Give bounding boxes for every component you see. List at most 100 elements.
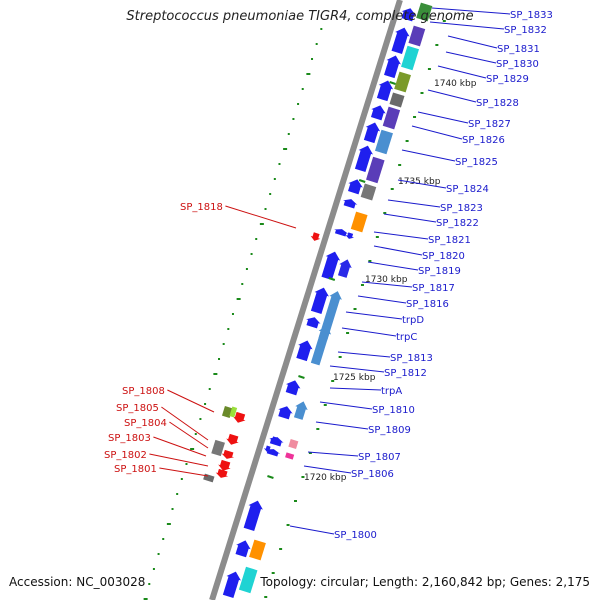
forward-gene-arrow bbox=[243, 500, 263, 531]
forward-gene-arrow bbox=[363, 122, 381, 144]
category-block bbox=[211, 439, 225, 457]
scale-tick bbox=[267, 475, 274, 479]
gc-skew-dot bbox=[204, 403, 207, 405]
category-block bbox=[374, 129, 393, 155]
gc-content-dot bbox=[264, 596, 268, 598]
forward-gene-label: SP_1829 bbox=[486, 74, 529, 85]
gc-skew-dot bbox=[315, 43, 318, 45]
scale-tick-label: 1730 kbp bbox=[365, 275, 408, 285]
forward-gene-label: SP_1833 bbox=[510, 10, 553, 21]
reverse-gene-label: SP_1801 bbox=[114, 464, 157, 475]
gene-label-connector bbox=[357, 295, 407, 304]
reverse-gene-label: SP_1803 bbox=[108, 433, 151, 444]
gc-skew-dot bbox=[297, 103, 300, 105]
reverse-gene-label: SP_1802 bbox=[104, 450, 147, 461]
gc-content-dot bbox=[360, 284, 364, 286]
map-title: Streptococcus pneumoniae TIGR4, complete… bbox=[126, 9, 474, 24]
pink-feature bbox=[285, 452, 295, 460]
gc-content-dot bbox=[323, 404, 327, 406]
forward-gene-arrow bbox=[401, 8, 417, 22]
gene-label-connector bbox=[427, 89, 477, 103]
gc-skew-dot bbox=[231, 313, 234, 315]
pink-feature bbox=[288, 438, 299, 450]
gene-label-connector bbox=[345, 311, 403, 320]
gene-label-connector bbox=[397, 179, 447, 189]
gene-label-connector bbox=[411, 125, 463, 140]
gene-label-connector bbox=[329, 387, 382, 391]
gc-content-dot bbox=[420, 92, 424, 94]
forward-gene-arrow-track2 bbox=[293, 401, 308, 420]
forward-gene-label: SP_1809 bbox=[368, 425, 411, 436]
scale-tick-label: 1725 kbp bbox=[333, 373, 376, 383]
reverse-gene-arrow bbox=[233, 411, 246, 423]
forward-gene-arrow bbox=[370, 105, 386, 121]
gene-label-connector bbox=[429, 21, 505, 30]
gene-label-connector bbox=[289, 525, 335, 535]
gene-label-connector bbox=[225, 205, 297, 229]
gc-skew-dot bbox=[278, 163, 281, 165]
gc-skew-dot bbox=[152, 568, 155, 570]
gc-content-dot bbox=[353, 308, 357, 310]
gene-label-connector bbox=[315, 421, 369, 430]
gc-skew-dot bbox=[306, 73, 311, 75]
gene-label-connector bbox=[387, 199, 441, 208]
forward-gene-arrow-track2 bbox=[337, 259, 352, 278]
gc-content-dot bbox=[427, 68, 431, 70]
gc-skew-dot bbox=[162, 538, 165, 540]
gc-skew-dot bbox=[143, 598, 148, 600]
category-block bbox=[401, 45, 420, 71]
gc-skew-dot bbox=[269, 193, 272, 195]
scale-tick bbox=[358, 179, 366, 183]
gc-content-dot bbox=[390, 188, 394, 190]
gc-content-dot bbox=[435, 44, 439, 46]
scale-tick-label: 1735 kbp bbox=[398, 177, 441, 187]
forward-gene-arrow bbox=[334, 229, 349, 237]
forward-gene-arrow bbox=[222, 571, 241, 599]
gene-label-connector bbox=[383, 213, 437, 223]
category-block bbox=[238, 566, 258, 594]
gc-skew-dot bbox=[273, 178, 276, 180]
reverse-gene-arrow bbox=[310, 232, 321, 241]
gc-content-dot bbox=[301, 476, 305, 478]
scale-tick-label: 1740 kbp bbox=[434, 79, 477, 89]
gene-label-connector bbox=[445, 51, 497, 64]
gc-content-dot bbox=[413, 116, 417, 118]
forward-gene-arrow bbox=[296, 340, 313, 362]
gc-skew-dot bbox=[190, 448, 195, 450]
forward-gene-label: SP_1830 bbox=[496, 59, 539, 70]
gene-label-connector bbox=[169, 421, 209, 449]
gc-skew-dot bbox=[185, 463, 188, 465]
gc-skew-dot bbox=[194, 433, 197, 435]
gc-skew-dot bbox=[250, 253, 253, 255]
reverse-gene-arrow bbox=[226, 433, 239, 445]
forward-gene-arrow bbox=[343, 199, 358, 209]
gc-skew-dot bbox=[218, 358, 221, 360]
gene-label-connector bbox=[153, 436, 207, 457]
gc-content-dot bbox=[442, 20, 446, 22]
gc-content-dot bbox=[338, 356, 342, 358]
gene-label-connector bbox=[401, 149, 456, 162]
gc-content-dot bbox=[271, 572, 275, 574]
forward-gene-arrow bbox=[384, 55, 401, 79]
reverse-gene-label: SP_1804 bbox=[124, 418, 167, 429]
forward-gene-label: SP_1817 bbox=[412, 283, 455, 294]
forward-gene-label: SP_1816 bbox=[406, 299, 449, 310]
gc-skew-dot bbox=[171, 508, 174, 510]
forward-gene-label: SP_1810 bbox=[372, 405, 415, 416]
gc-skew-dot bbox=[148, 583, 151, 585]
forward-gene-label: SP_1826 bbox=[462, 135, 505, 146]
gene-label-connector bbox=[361, 281, 413, 288]
forward-gene-arrow bbox=[348, 179, 363, 195]
forward-gene-label: trpD bbox=[402, 315, 424, 326]
gc-skew-dot bbox=[166, 523, 171, 525]
gc-skew-dot bbox=[157, 553, 160, 555]
forward-gene-label: SP_1825 bbox=[455, 157, 498, 168]
gc-content-dot bbox=[308, 452, 312, 454]
gene-label-connector bbox=[373, 231, 429, 240]
gene-label-connector bbox=[307, 451, 359, 457]
forward-gene-label: SP_1827 bbox=[468, 119, 511, 130]
gc-content-dot bbox=[368, 260, 372, 262]
gc-content-dot bbox=[279, 548, 283, 550]
gene-label-connector bbox=[341, 327, 397, 337]
gc-skew-dot bbox=[259, 223, 264, 225]
